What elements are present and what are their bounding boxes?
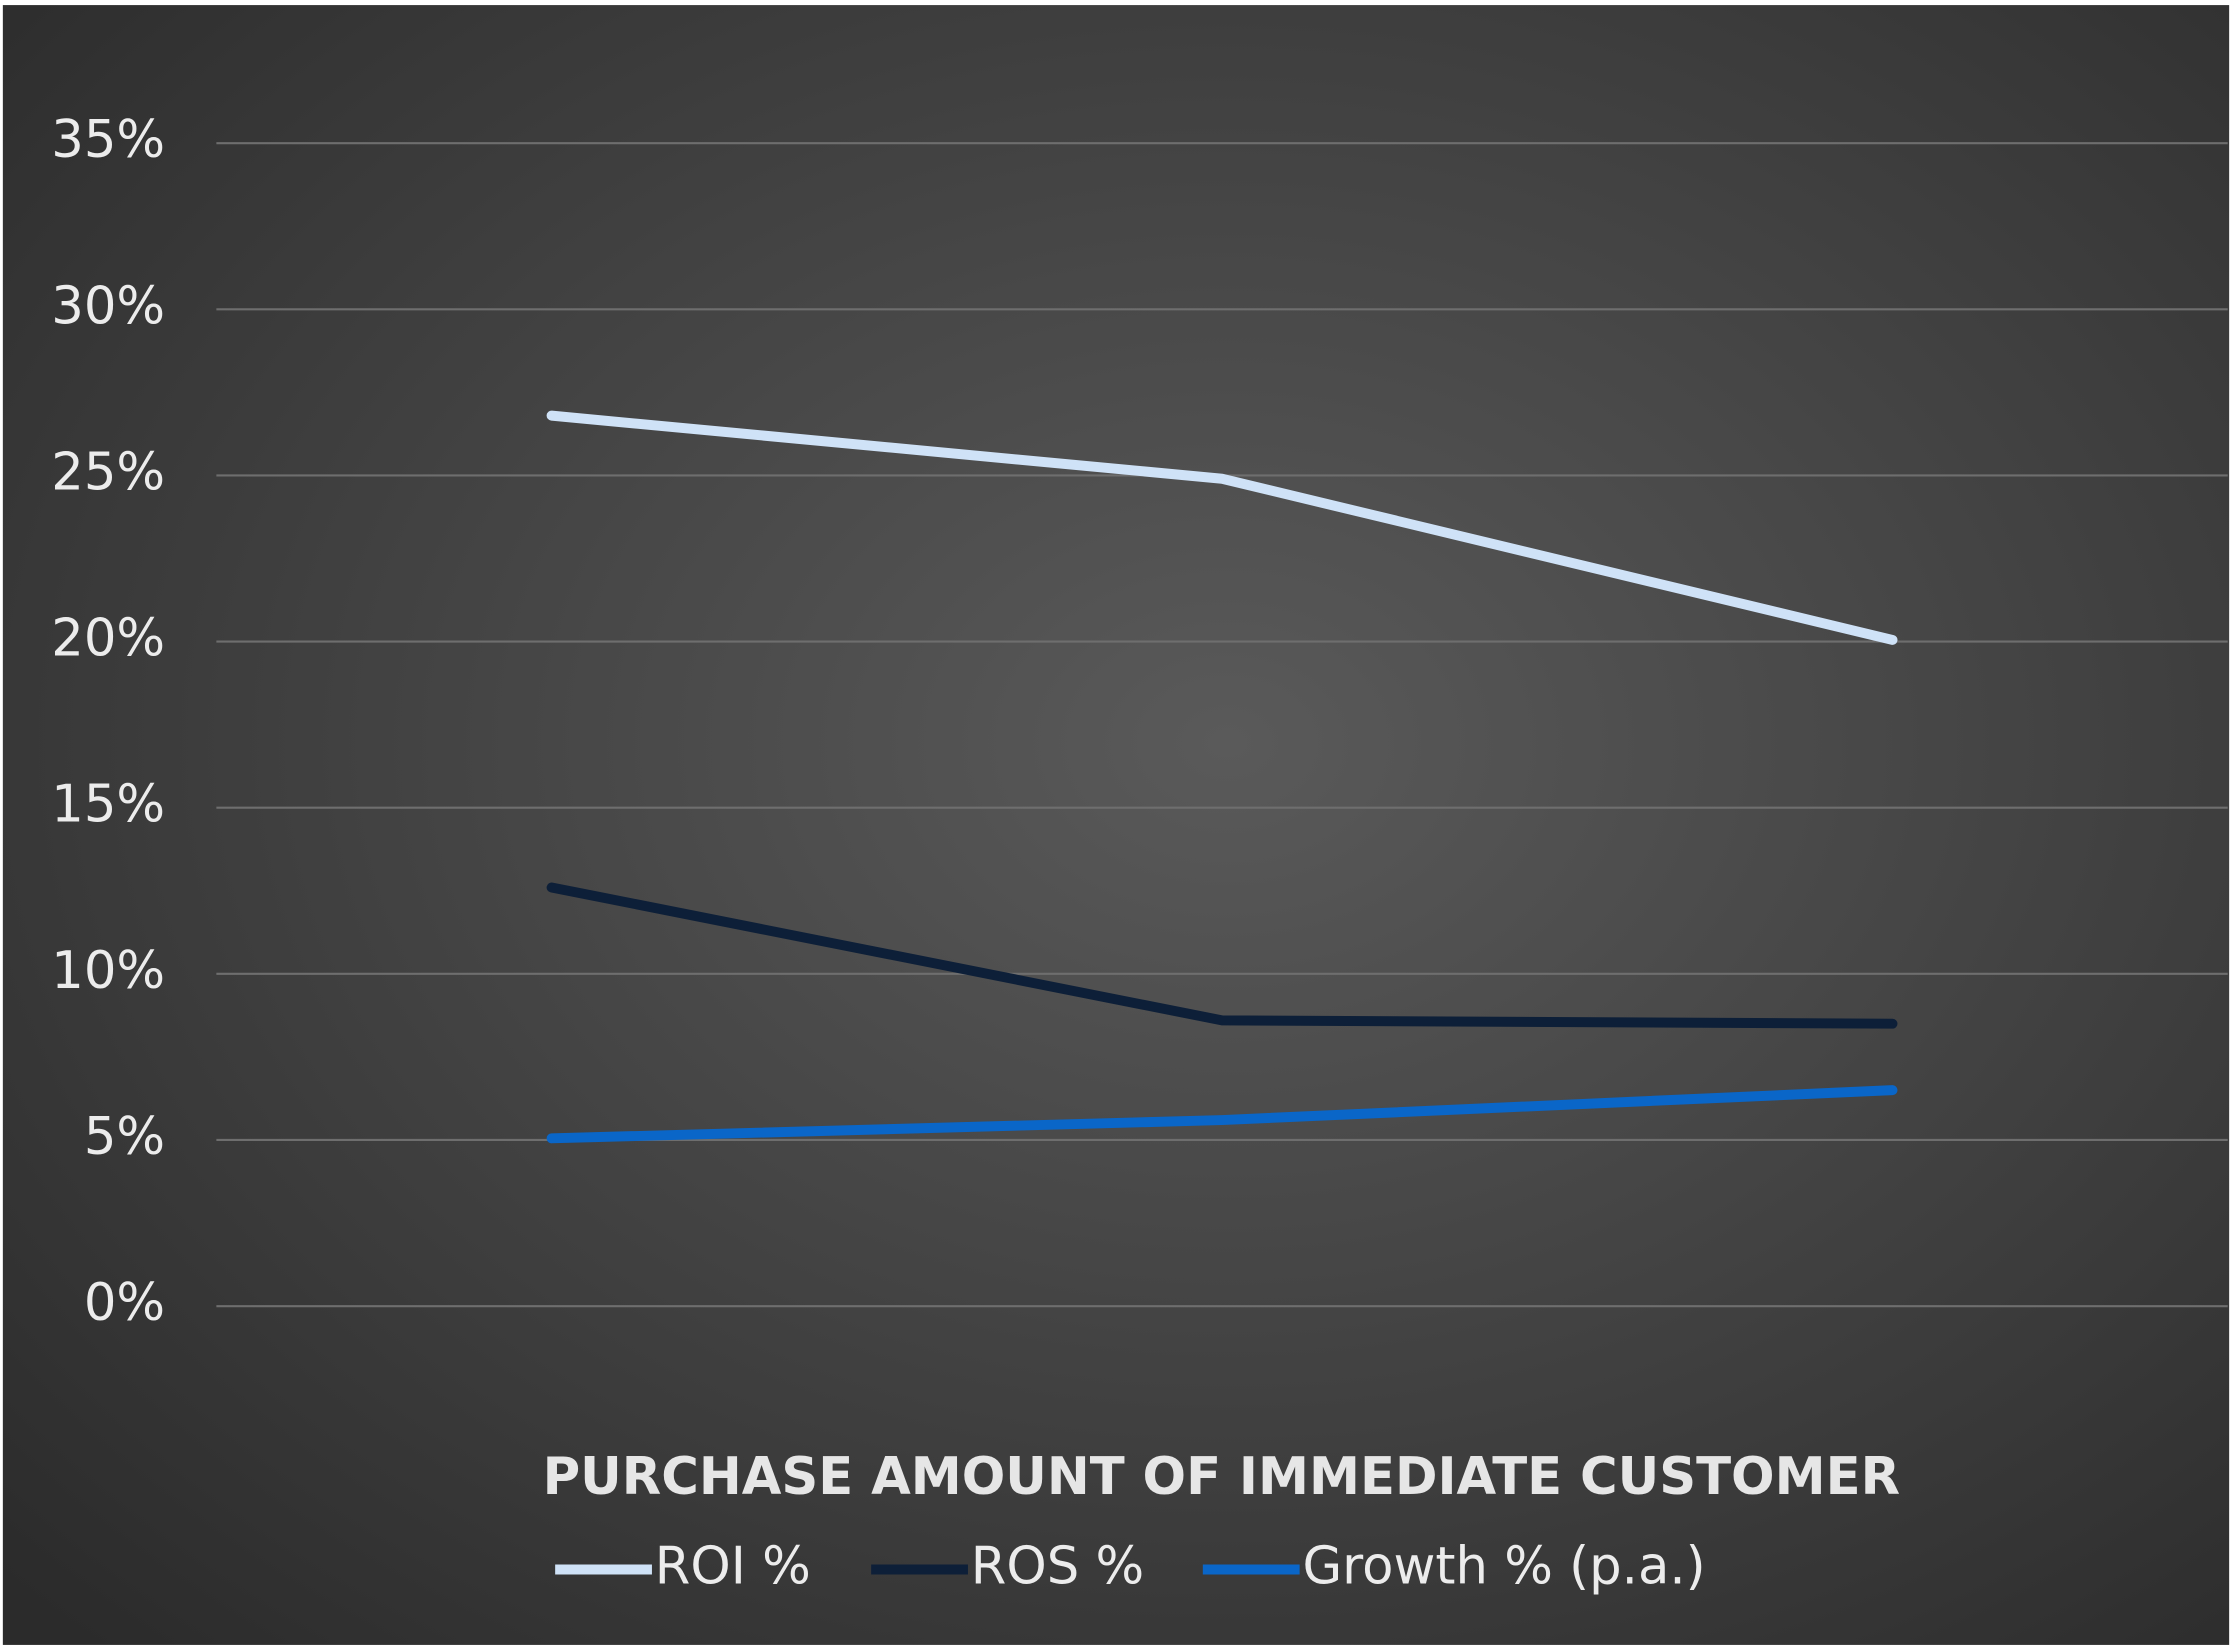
y-tick-label: 35% xyxy=(51,110,165,170)
series-line xyxy=(546,882,1898,1029)
legend-label: Growth % (p.a.) xyxy=(1302,1536,1705,1596)
y-tick-label: 0% xyxy=(84,1273,165,1333)
series-line xyxy=(546,1085,1898,1144)
legend-label: ROS % xyxy=(971,1536,1144,1596)
legend-label: ROI % xyxy=(655,1536,811,1596)
x-axis-title: PURCHASE AMOUNT OF IMMEDIATE CUSTOMER xyxy=(543,1447,1900,1507)
y-tick-label: 30% xyxy=(51,276,165,336)
series-line xyxy=(546,410,1898,645)
chart-background xyxy=(2,5,2230,1645)
y-tick-label: 20% xyxy=(51,609,165,669)
y-tick-label: 25% xyxy=(51,442,165,502)
y-tick-label: 15% xyxy=(51,775,165,835)
y-tick-label: 10% xyxy=(51,941,165,1001)
y-tick-label: 5% xyxy=(84,1107,165,1167)
